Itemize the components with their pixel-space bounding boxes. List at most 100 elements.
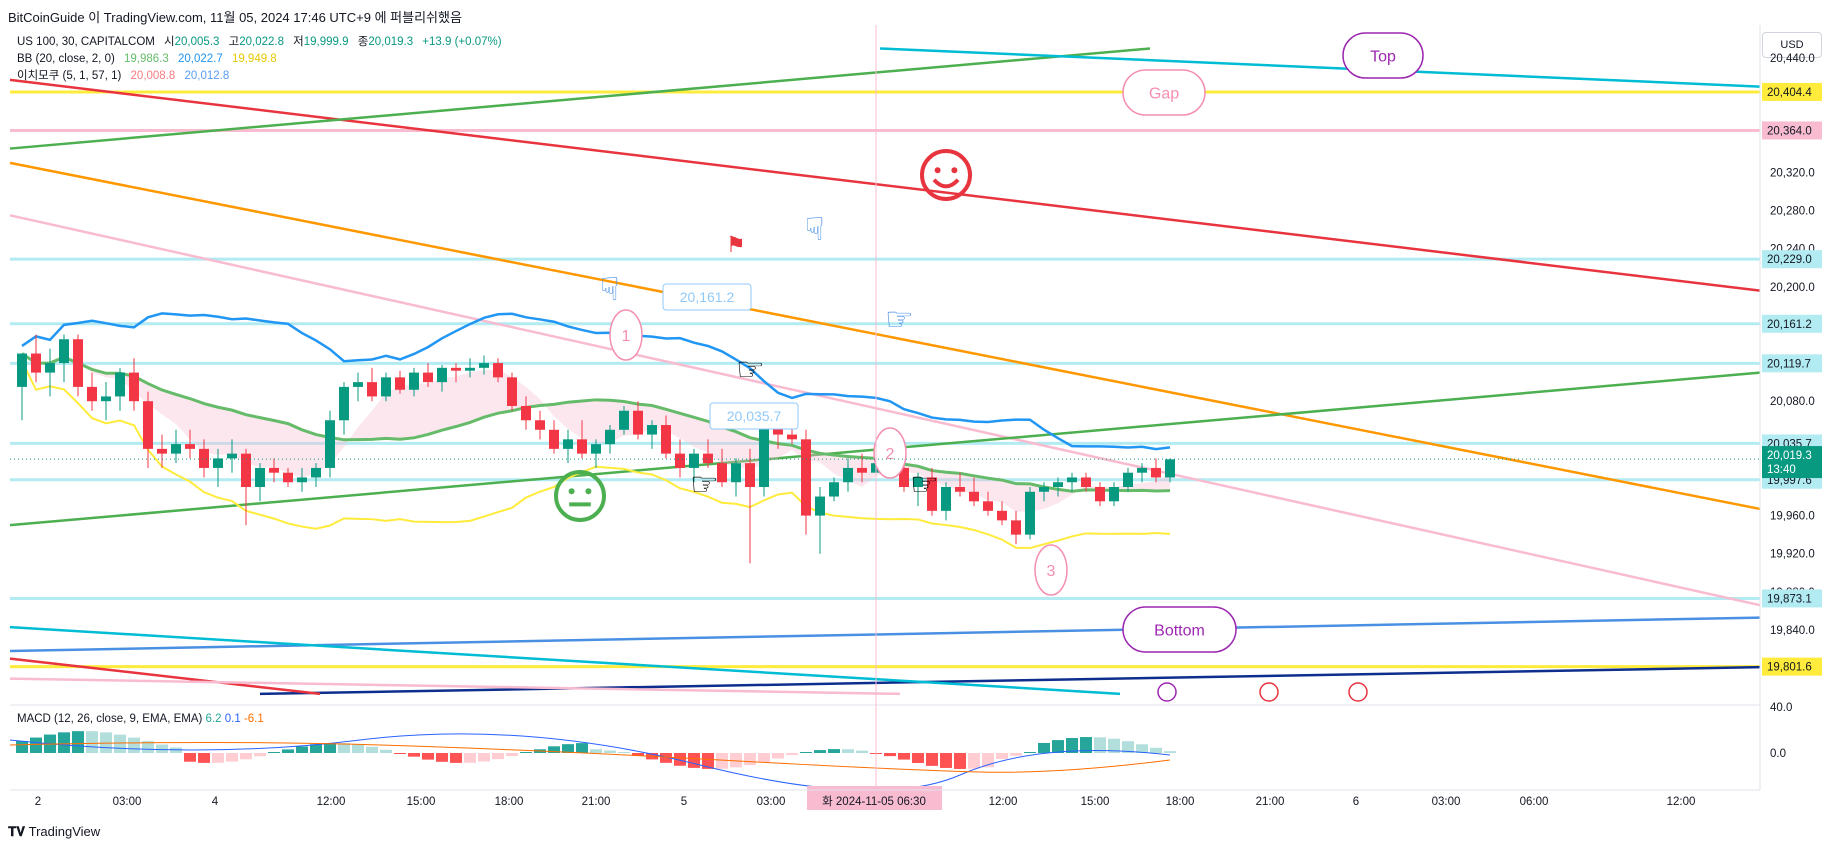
time-tick-label: 2: [35, 796, 41, 808]
candle-body: [1053, 482, 1063, 487]
time-tick-label: 12:00: [1667, 796, 1696, 808]
candle-body: [857, 468, 867, 473]
price-level-text: 20,119.7: [1767, 358, 1811, 370]
macd-histogram-bar: [338, 743, 350, 753]
time-tick-label: 03:00: [113, 796, 142, 808]
candle-body: [843, 468, 853, 482]
candle-body: [745, 463, 755, 487]
candle-body: [311, 468, 321, 478]
candle-body: [983, 501, 993, 511]
candle-body: [395, 377, 405, 389]
candle-body: [171, 444, 181, 454]
candle-body: [507, 377, 517, 406]
price-level-text: 20,229.0: [1767, 254, 1812, 266]
neutral-face-eye: [585, 488, 591, 494]
candle-body: [213, 458, 223, 468]
macd-histogram-bar: [1024, 752, 1036, 753]
trend-line: [10, 48, 1150, 148]
macd-histogram-bar: [1150, 748, 1162, 753]
macd-histogram-bar: [1010, 753, 1022, 756]
time-tick-label: 4: [212, 796, 219, 808]
macd-histogram-bar: [212, 753, 224, 763]
trend-line: [880, 48, 1760, 86]
candle-body: [73, 339, 83, 387]
gap-annotation-text: Gap: [1149, 86, 1179, 103]
candle-body: [955, 487, 965, 492]
wave-1-annotation-text: 1: [622, 328, 631, 345]
candle-body: [815, 497, 825, 516]
time-tick-label: 18:00: [1166, 796, 1195, 808]
candle-body: [423, 373, 433, 383]
macd-histogram-bar: [940, 753, 952, 768]
time-tick-label: 15:00: [1081, 796, 1110, 808]
candle-body: [1067, 477, 1077, 482]
macd-tick-label: 40.0: [1770, 702, 1792, 714]
candle-body: [227, 454, 237, 459]
macd-histogram-bar: [1052, 740, 1064, 753]
macd-pane: [10, 731, 1176, 790]
time-tick-label: 12:00: [317, 796, 346, 808]
macd-histogram-bar: [30, 738, 42, 753]
macd-histogram-bar: [408, 753, 420, 757]
candle-body: [829, 482, 839, 496]
ichimoku-cloud: [22, 354, 1170, 512]
candle-body: [255, 468, 265, 487]
macd-histogram-bar: [114, 735, 126, 753]
candle-body: [409, 373, 419, 390]
price-axis: 20,440.020,320.020,280.020,240.020,200.0…: [10, 53, 1822, 760]
macd-histogram-bar: [72, 731, 84, 753]
macd-histogram-bar: [226, 753, 238, 762]
macd-histogram-bar: [590, 749, 602, 753]
macd-histogram-bar: [912, 753, 924, 763]
time-tick-label: 21:00: [1256, 796, 1285, 808]
trend-line: [10, 215, 1760, 605]
time-tick-label: 21:00: [582, 796, 611, 808]
candle-body: [1011, 520, 1021, 534]
macd-histogram-bar: [184, 753, 196, 762]
macd-histogram-bar: [884, 753, 896, 756]
flag-icon: ⚑: [726, 232, 746, 257]
macd-histogram-bar: [800, 752, 812, 753]
time-tick-label: 15:00: [407, 796, 436, 808]
price-level-text: 20,161.2: [1767, 319, 1812, 331]
candle-body: [465, 368, 475, 371]
candle-body: [521, 406, 531, 420]
macd-histogram-bar: [576, 743, 588, 753]
candle-body: [115, 373, 125, 397]
candle-body: [647, 425, 657, 435]
candle-body: [59, 339, 69, 363]
macd-histogram-bar: [128, 738, 140, 753]
macd-histogram-bar: [828, 749, 840, 753]
wave-2-annotation-text: 2: [886, 446, 895, 463]
price-tick-label: 19,840.0: [1770, 625, 1815, 637]
trend-line: [10, 618, 1760, 651]
candle-body: [619, 411, 629, 430]
price-tick-label: 20,320.0: [1770, 167, 1815, 179]
top-annotation-text: Top: [1370, 49, 1396, 66]
candle-body: [787, 435, 797, 440]
macd-histogram-bar: [716, 753, 728, 769]
happy-face-eye: [935, 167, 941, 173]
bottom-annotation-text: Bottom: [1154, 623, 1205, 640]
macd-histogram-bar: [352, 744, 364, 753]
crosshair-time-label: 화 2024-11-05 06:30: [822, 795, 926, 808]
macd-histogram-bar: [758, 753, 770, 762]
price-tick-label: 20,080.0: [1770, 396, 1815, 408]
macd-histogram-bar: [422, 753, 434, 760]
candle-body: [633, 411, 643, 435]
macd-histogram-bar: [240, 753, 252, 759]
candle-body: [17, 354, 27, 387]
candle-body: [605, 430, 615, 444]
candle-body: [997, 511, 1007, 521]
price-note-1-text: 20,161.2: [680, 289, 735, 305]
event-marker-icon: [1158, 683, 1176, 701]
macd-histogram-bar: [842, 749, 854, 753]
candle-body: [269, 468, 279, 473]
candle-body: [283, 473, 293, 483]
candle-body: [801, 439, 811, 515]
event-marker-icon: [1349, 683, 1367, 701]
time-tick-label: 06:00: [1520, 796, 1549, 808]
macd-histogram-bar: [1164, 751, 1176, 753]
price-level-text: 19,801.6: [1767, 662, 1812, 674]
